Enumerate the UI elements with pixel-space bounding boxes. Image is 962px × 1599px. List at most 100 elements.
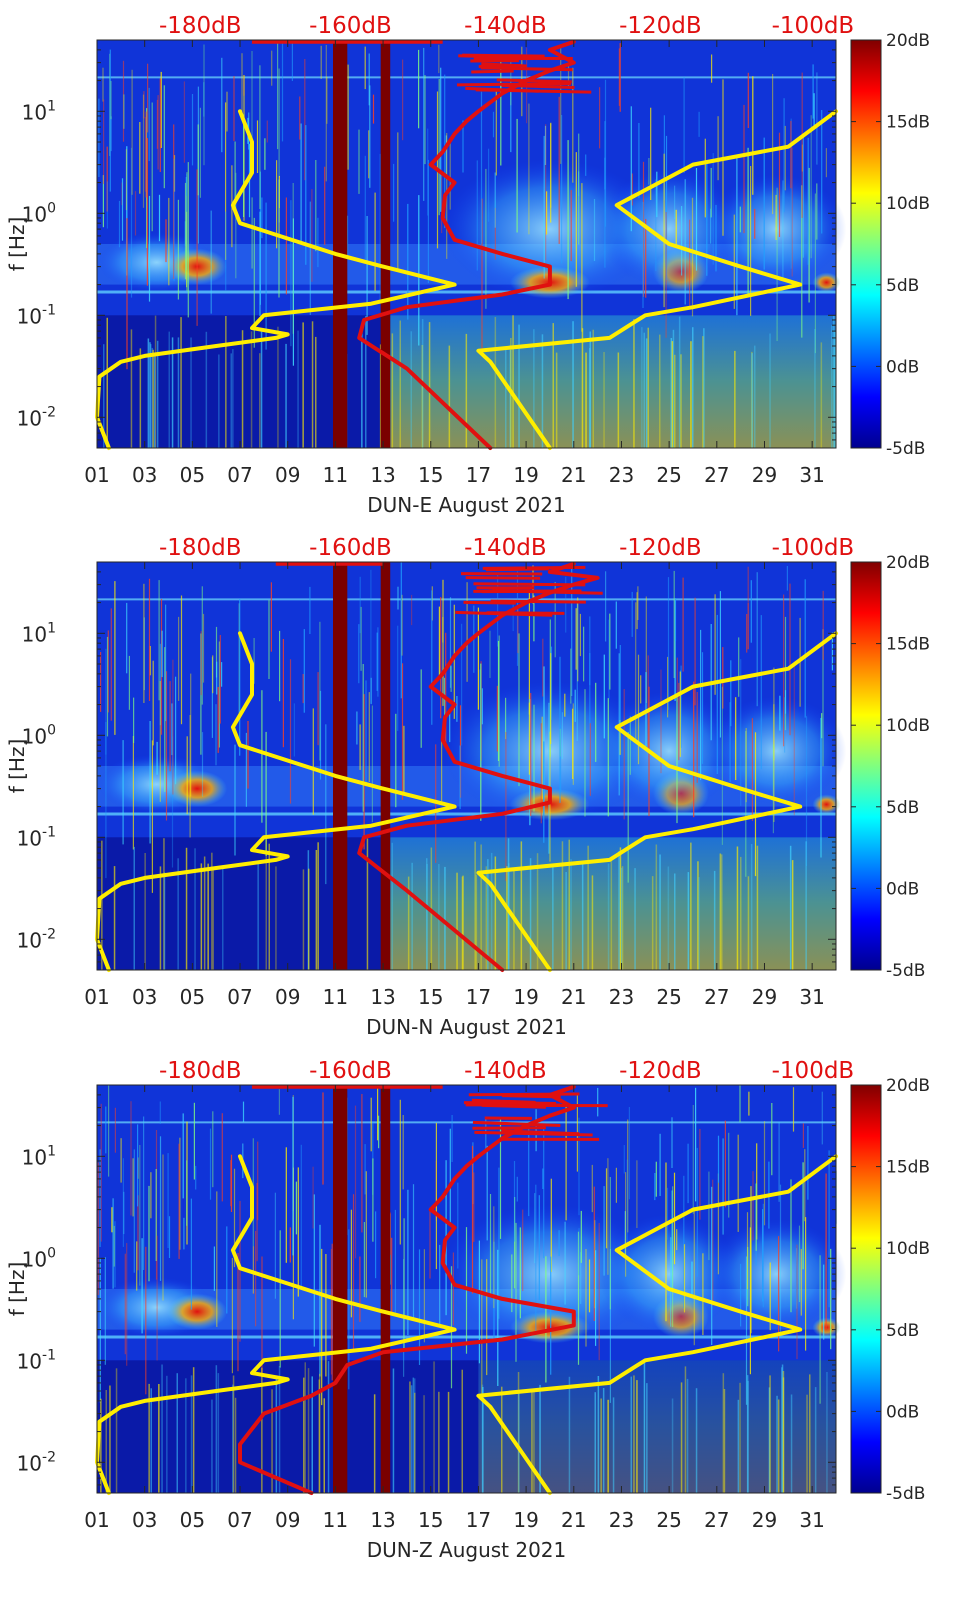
heatmap-streak	[637, 586, 639, 620]
heatmap-streak	[793, 661, 795, 816]
heatmap-streak	[440, 67, 442, 212]
heatmap-streak-low	[409, 1381, 411, 1493]
heatmap-streak	[106, 181, 108, 229]
heatmap-streak-low	[520, 841, 523, 970]
heatmap-streak	[542, 1168, 544, 1189]
heatmap-streak	[377, 1086, 379, 1141]
panel-dun-e: 01 03 05 07 09 11 13 15 17 19 21 23 25 27 29 3110-210-1…	[5, 13, 930, 517]
heatmap-streak-low	[259, 353, 261, 448]
y-tick-label: 10-2	[17, 926, 56, 952]
heatmap-streak	[605, 571, 607, 642]
data-gap-1	[380, 562, 391, 970]
heatmap-streak-low	[678, 316, 681, 448]
heatmap-streak	[173, 124, 175, 280]
heatmap-streak	[399, 1099, 401, 1245]
x-tick-label: 21	[561, 1508, 586, 1532]
heatmap-streak-low	[366, 838, 369, 970]
heatmap-streak	[496, 685, 498, 752]
heatmap-streak	[161, 630, 163, 678]
heatmap-streak-low	[769, 1375, 771, 1493]
heatmap-streak	[302, 674, 304, 704]
x-tick-label: 25	[656, 1508, 681, 1532]
heatmap-streak-low	[568, 1376, 571, 1493]
heatmap-streak	[261, 197, 263, 239]
heatmap-streak	[603, 1186, 605, 1276]
heatmap-streak	[481, 1259, 483, 1398]
y-tick-exponent: 1	[47, 1143, 56, 1159]
heatmap-streak	[242, 1101, 245, 1123]
heatmap-streak	[763, 137, 765, 270]
heatmap-streak	[346, 215, 349, 256]
colorbar-label: 10dB	[886, 194, 930, 214]
heatmap-streak	[126, 146, 128, 276]
heatmap-streak-low	[695, 1388, 698, 1493]
heatmap-streak-low	[680, 1382, 683, 1493]
top-db-label: -140dB	[464, 535, 547, 561]
heatmap-streak	[740, 659, 742, 806]
heatmap-streak-low	[205, 331, 208, 448]
heatmap-streak-low	[610, 858, 613, 970]
heatmap-streak-low	[311, 321, 314, 448]
heatmap-streak	[823, 1264, 825, 1340]
heatmap-streak	[259, 211, 261, 316]
colorbar	[850, 39, 882, 449]
x-tick-label: 13	[370, 985, 395, 1009]
heatmap-streak-low	[180, 317, 182, 448]
heatmap-streak	[830, 1248, 832, 1350]
heatmap-streak-low	[391, 333, 394, 448]
x-tick-label: 11	[323, 463, 348, 487]
heatmap-streak	[752, 1171, 754, 1241]
heatmap-streak	[148, 1185, 150, 1282]
heatmap-line-017hz	[97, 290, 836, 294]
heatmap-streak-low	[113, 866, 116, 970]
heatmap-streak	[365, 1171, 367, 1298]
heatmap-streak-low	[433, 1361, 435, 1493]
x-tick-label: 15	[418, 985, 443, 1009]
heatmap-streak	[819, 1255, 821, 1404]
heatmap-streak	[282, 639, 284, 748]
heatmap-streak	[498, 1167, 500, 1319]
heatmap-streak-low	[536, 853, 539, 970]
heatmap-event-6	[706, 1219, 847, 1330]
heatmap-streak-low	[130, 329, 133, 448]
heatmap-streak-low	[655, 844, 658, 970]
heatmap-streak-low	[674, 354, 676, 448]
heatmap-streak	[146, 138, 148, 286]
heatmap-streak	[182, 1113, 184, 1199]
heatmap-streak	[424, 75, 426, 165]
heatmap-streak	[143, 583, 145, 703]
heatmap-streak	[151, 740, 153, 893]
series-red-median-psd-spread	[462, 53, 545, 58]
heatmap-streak	[704, 138, 706, 218]
heatmap-streak-low	[392, 1368, 395, 1493]
heatmap-streak	[636, 592, 638, 630]
heatmap-streak-low	[171, 337, 174, 448]
heatmap-streak	[305, 125, 307, 265]
heatmap-streak	[760, 615, 762, 770]
heatmap-streak	[234, 744, 236, 856]
heatmap-streak-low	[150, 1388, 152, 1493]
heatmap-streak	[604, 121, 606, 268]
heatmap-streak	[706, 164, 708, 276]
colorbar-label: 5dB	[886, 1321, 919, 1341]
heatmap-streak-low	[426, 858, 428, 970]
heatmap-streak-low	[308, 868, 310, 970]
heatmap-streak	[762, 1209, 764, 1302]
heatmap-streak	[187, 162, 189, 318]
heatmap-streak	[112, 1198, 114, 1289]
heatmap-streak	[186, 172, 188, 291]
top-db-label: -120dB	[619, 1058, 702, 1084]
heatmap-streak	[289, 659, 292, 804]
heatmap-streak	[480, 91, 483, 244]
heatmap-streak	[674, 185, 676, 219]
heatmap-streak-low	[149, 342, 151, 448]
heatmap-streak	[165, 604, 167, 722]
heatmap-streak-low	[684, 1366, 687, 1493]
heatmap-streak	[712, 153, 714, 265]
x-tick-label: 01	[84, 985, 109, 1009]
heatmap-streak	[362, 664, 364, 812]
heatmap-streak	[445, 632, 447, 743]
x-tick-label: 23	[609, 1508, 634, 1532]
heatmap-streak	[619, 645, 621, 727]
colorbar-label: 20dB	[886, 553, 930, 573]
